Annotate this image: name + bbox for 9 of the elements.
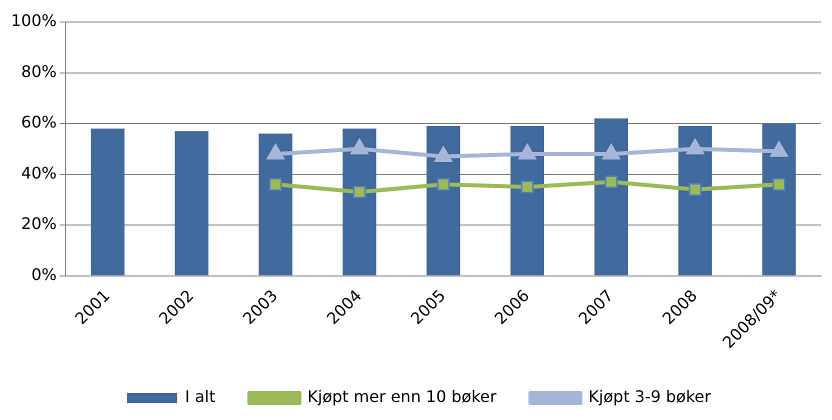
- legend-label: Kjøpt mer enn 10 bøker: [307, 387, 497, 406]
- y-tick-label: 60%: [21, 112, 57, 132]
- y-tick-label: 100%: [10, 11, 57, 30]
- y-tick-label: 20%: [21, 214, 57, 234]
- y-tick-label: 0%: [31, 264, 57, 284]
- y-tick-label: 40%: [21, 163, 57, 182]
- legend-label: I alt: [185, 387, 216, 406]
- legend-label: Kjøpt 3-9 bøker: [588, 387, 712, 406]
- y-tick-label: 80%: [21, 62, 57, 81]
